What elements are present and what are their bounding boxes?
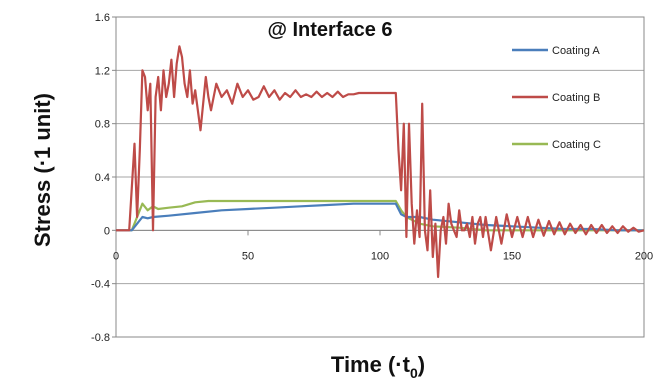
series-line-coating-a: [116, 202, 644, 232]
y-tick-label: 1.6: [95, 12, 110, 24]
y-tick-label: -0.8: [91, 332, 110, 344]
x-tick-label: 200: [635, 250, 653, 262]
legend-label-coating-c: Coating C: [552, 139, 601, 151]
x-axis-ticks: 0 50 100 150 200: [113, 229, 653, 262]
x-axis-label-end: ): [418, 352, 425, 377]
y-tick-label: 0.8: [95, 119, 110, 131]
series-line-coating-b: [116, 45, 645, 279]
x-axis-label-subscript: 0: [410, 365, 418, 381]
y-tick-label: 1.2: [95, 65, 110, 77]
x-axis-label-main: Time (·t: [331, 352, 411, 377]
legend-label-coating-a: Coating A: [552, 45, 600, 57]
y-tick-label: 0.4: [95, 172, 110, 184]
x-tick-label: 0: [113, 250, 119, 262]
grid-lines: [116, 16, 644, 338]
x-tick-label: 50: [242, 250, 254, 262]
y-axis-ticks: 1.6 1.2 0.8 0.4 0 -0.4 -0.8: [91, 12, 116, 344]
x-tick-label: 150: [503, 250, 521, 262]
series-line-coating-c: [116, 199, 644, 232]
legend: Coating A Coating B Coating C: [512, 45, 601, 151]
chart-title: @ Interface 6: [267, 19, 392, 41]
y-axis-label: Stress (·1 unit): [30, 93, 55, 247]
legend-label-coating-b: Coating B: [552, 92, 600, 104]
x-axis-label: Time (·t0): [331, 352, 425, 381]
series-lines: [116, 45, 645, 279]
x-tick-label: 100: [371, 250, 389, 262]
y-tick-label: 0: [104, 225, 110, 237]
y-tick-label: -0.4: [91, 279, 110, 291]
